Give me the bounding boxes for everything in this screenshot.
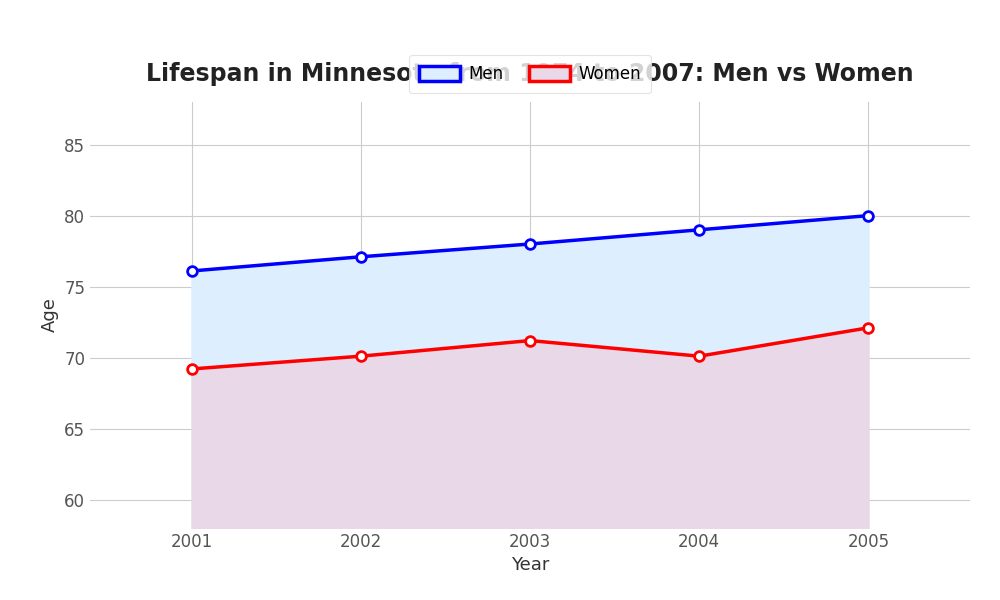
Title: Lifespan in Minnesota from 1974 to 2007: Men vs Women: Lifespan in Minnesota from 1974 to 2007:… bbox=[146, 62, 914, 86]
X-axis label: Year: Year bbox=[511, 556, 549, 574]
Y-axis label: Age: Age bbox=[41, 298, 59, 332]
Legend: Men, Women: Men, Women bbox=[409, 55, 651, 93]
